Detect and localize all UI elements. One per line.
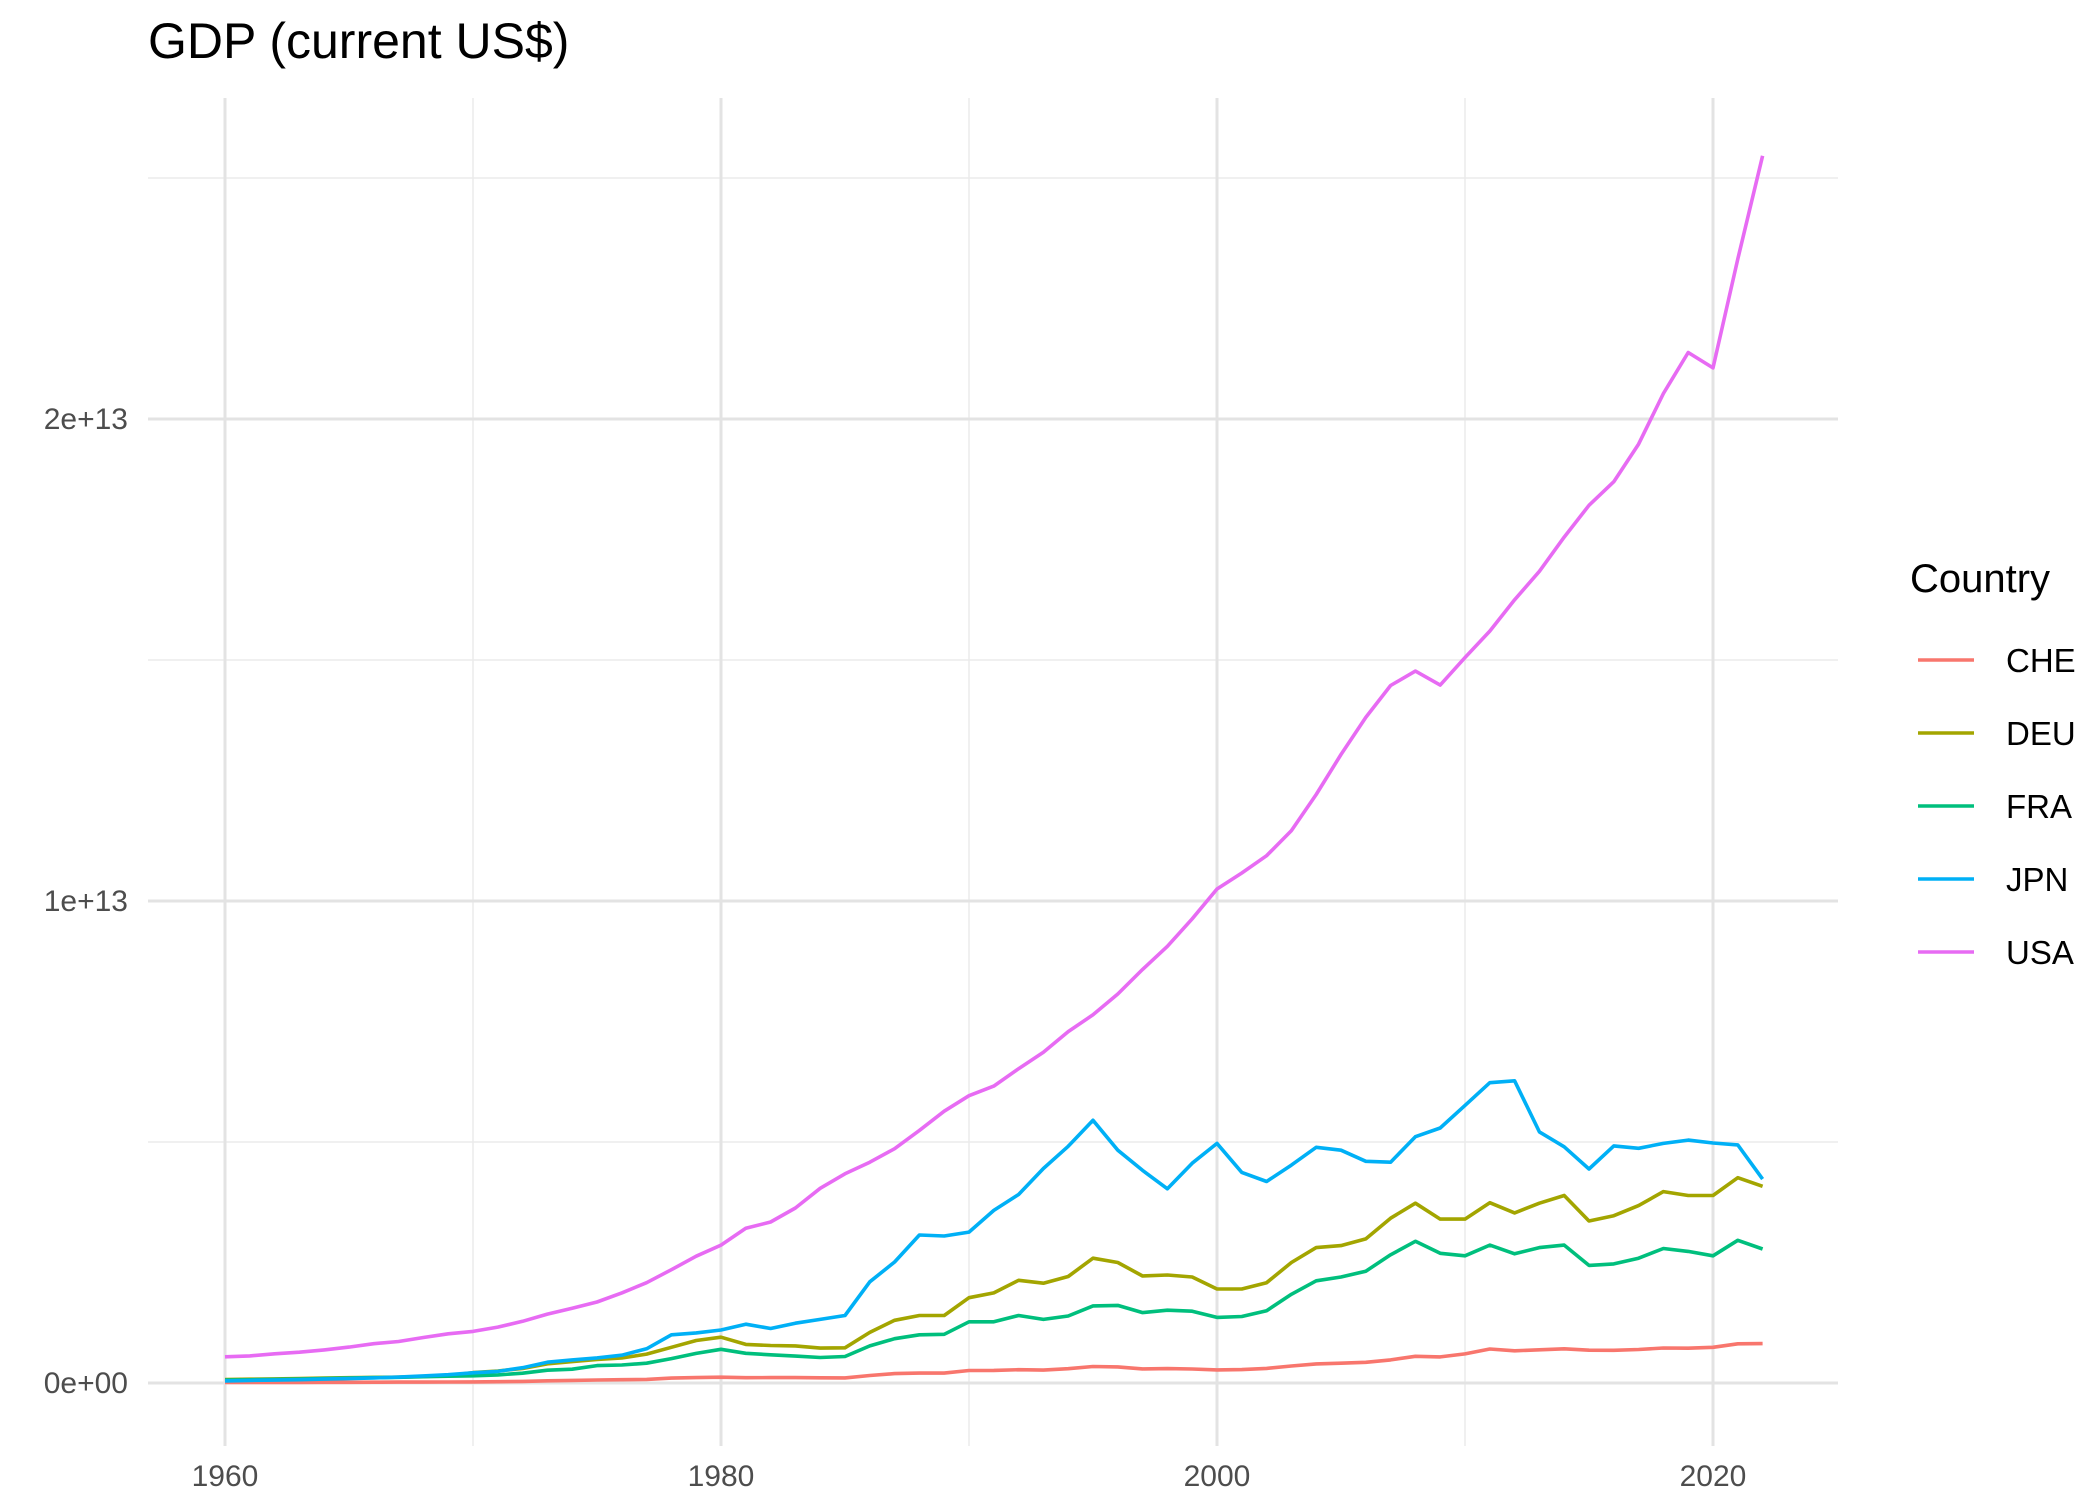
legend-label: DEU xyxy=(2006,715,2076,752)
y-axis-tick-labels: 0e+00 1e+13 2e+13 xyxy=(44,403,128,1400)
legend-item-fra: FRA xyxy=(1918,788,2072,825)
legend-label: USA xyxy=(2006,934,2074,971)
x-tick-label: 1980 xyxy=(688,1460,755,1493)
x-axis-tick-labels: 1960 1980 2000 2020 xyxy=(192,1460,1747,1493)
legend: Country CHE DEU FRA JPN USA xyxy=(1910,557,2076,971)
legend-item-deu: DEU xyxy=(1918,715,2076,752)
legend-title: Country xyxy=(1910,557,2050,601)
legend-item-che: CHE xyxy=(1918,642,2076,679)
legend-label: FRA xyxy=(2006,788,2072,825)
legend-item-jpn: JPN xyxy=(1918,861,2068,898)
legend-item-usa: USA xyxy=(1918,934,2074,971)
y-tick-label: 1e+13 xyxy=(44,885,128,918)
y-tick-label: 2e+13 xyxy=(44,403,128,436)
minor-gridlines xyxy=(148,98,1838,1446)
x-tick-label: 2020 xyxy=(1680,1460,1747,1493)
legend-label: CHE xyxy=(2006,642,2076,679)
x-tick-label: 2000 xyxy=(1184,1460,1251,1493)
chart-title: GDP (current US$) xyxy=(148,13,570,69)
series-line-jpn xyxy=(224,1079,1765,1383)
series-line-che xyxy=(225,1341,1763,1385)
major-gridlines xyxy=(148,98,1838,1446)
series-line-usa xyxy=(224,155,1765,1359)
legend-label: JPN xyxy=(2006,861,2068,898)
y-tick-label: 0e+00 xyxy=(44,1367,128,1400)
series-line-fra xyxy=(224,1238,1764,1382)
x-tick-label: 1960 xyxy=(192,1460,259,1493)
series-lines xyxy=(224,155,1765,1385)
